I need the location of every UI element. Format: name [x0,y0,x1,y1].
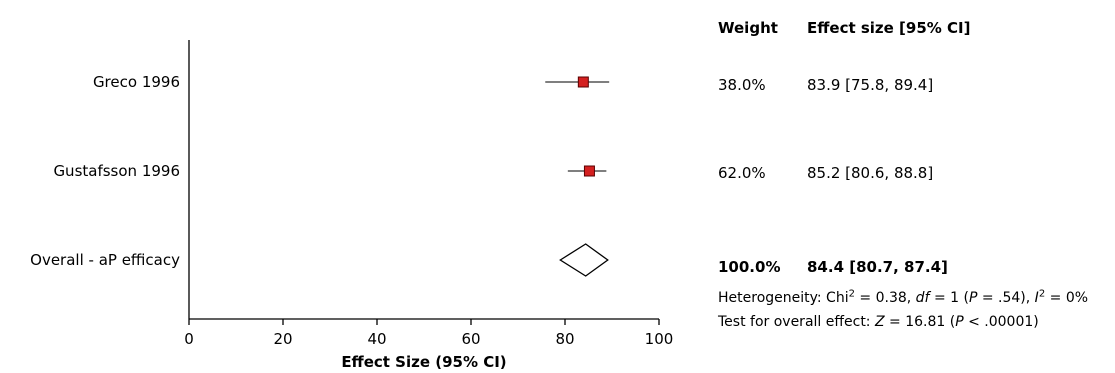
study-label: Greco 1996 [93,73,180,91]
x-tick-label: 80 [555,330,574,348]
x-tick-label: 0 [184,330,194,348]
effect-gustafsson: 85.2 [80.6, 88.8] [807,164,934,182]
x-tick-label: 40 [367,330,386,348]
forest-plot: 0 20 40 60 80 100 Greco 1996 Gustafsson 1996 Ov… [30,40,674,371]
point-estimate-square [577,76,589,88]
effect-greco: 83.9 [75.8, 89.4] [807,76,934,94]
weight-header: Weight [718,19,778,37]
weight-overall: 100.0% [718,258,781,276]
study-label: Gustafsson 1996 [53,162,180,180]
overall-diamond [559,243,609,277]
x-tick-label: 100 [645,330,674,348]
x-axis-label: Effect Size (95% CI) [341,353,506,371]
overall-label: Overall - aP efficacy [30,251,180,269]
effect-overall: 84.4 [80.7, 87.4] [807,258,948,276]
x-tick-label: 60 [461,330,480,348]
heterogeneity-text: Heterogeneity: Chi2 = 0.38, df = 1 (P = … [718,288,1089,306]
point-estimate-square [583,165,595,177]
overall-effect-test: Test for overall effect: Z = 16.81 (P < … [718,314,1039,330]
weight-greco: 38.0% [718,76,766,94]
weight-gustafsson: 62.0% [718,164,766,182]
x-tick-label: 20 [273,330,292,348]
effect-header: Effect size [95% CI] [807,19,971,37]
